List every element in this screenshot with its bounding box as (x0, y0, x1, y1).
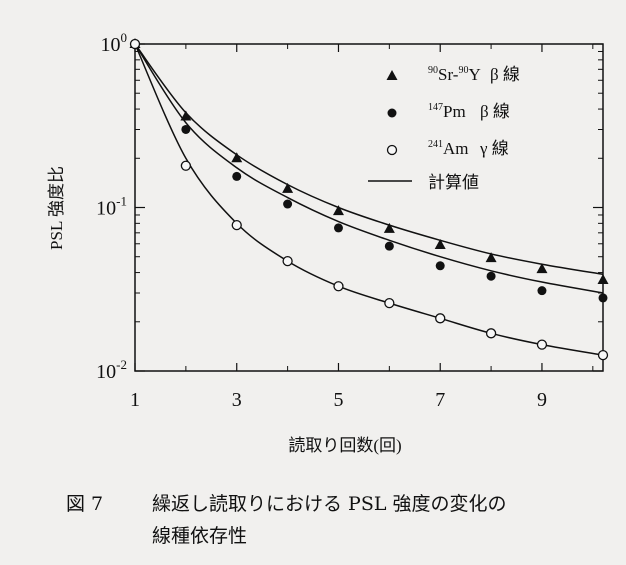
series-2-point-5 (384, 298, 395, 309)
series-2-point-6 (435, 313, 446, 324)
series-2-point-4 (333, 281, 344, 292)
series-0-point-2 (231, 152, 243, 163)
legend-label-part: 90 (458, 65, 468, 76)
series-2-fit-line (134, 43, 604, 356)
legend-label-part: 241 (428, 139, 443, 150)
series-2-point-9 (597, 350, 609, 361)
x-tick-label-1: 1 (130, 389, 140, 411)
series-0-point-6 (434, 238, 446, 249)
legend-marker-1 (387, 108, 397, 118)
y-tick-label: 10-2 (96, 357, 127, 383)
y-axis-label: PSL 強度比 (47, 166, 66, 250)
series-0-point-4 (332, 205, 344, 216)
series-2-point-1 (180, 160, 192, 171)
series-1-point-1 (181, 124, 191, 134)
series-0-point-8 (536, 263, 548, 274)
figure-number: 図 7 (66, 493, 104, 515)
series-1-fit-line (134, 43, 604, 294)
caption-line-1: 繰返し読取りにおける PSL 強度の変化の (152, 493, 507, 515)
y-tick-label: 100 (101, 30, 128, 56)
legend-marker-0 (386, 70, 398, 80)
legend-label-suffix: β 線 (480, 102, 510, 121)
series-1-point-5 (384, 241, 394, 251)
x-tick-label-5: 5 (333, 389, 343, 411)
caption-line-2: 線種依存性 (152, 525, 248, 547)
legend-label-2: 241Am γ 線 (428, 139, 509, 158)
y-tick-base: 10 (96, 361, 116, 383)
y-tick-exponent: -1 (116, 194, 127, 209)
series-1-point-4 (333, 223, 343, 233)
x-tick-label-7: 7 (435, 389, 445, 411)
legend-label-part: Am (443, 139, 469, 158)
legend-label-suffix: γ 線 (479, 139, 509, 158)
series-0-fit-line (134, 43, 604, 276)
legend-label-part: 147 (428, 102, 443, 113)
plot-frame (134, 43, 604, 372)
legend-label-0: 90Sr-90Y β 線 (428, 65, 520, 84)
legend-label-part: Y (468, 65, 480, 84)
series-0-point-9 (597, 274, 609, 285)
series-0-point-7 (485, 252, 497, 263)
series-0-point-3 (282, 182, 294, 193)
x-axis-label: 読取り回数(回) (288, 436, 401, 455)
series-1-point-6 (435, 261, 445, 271)
x-tick-label-9: 9 (537, 389, 547, 411)
figure-caption: 図 7 繰返し読取りにおける PSL 強度の変化の 線種依存性 (66, 488, 606, 552)
series-2-point-8 (536, 339, 548, 350)
y-tick-base: 10 (96, 198, 116, 220)
legend-line-label: 計算値 (428, 173, 479, 192)
y-tick-exponent: 0 (121, 30, 128, 45)
y-tick-label: 10-1 (96, 194, 127, 220)
series-1-point-2 (232, 171, 242, 181)
legend-label-part: Pm (443, 102, 466, 121)
y-tick-exponent: -2 (116, 357, 127, 372)
series-2-point-2 (231, 219, 242, 231)
y-tick-base: 10 (101, 34, 121, 56)
series-2-point-0 (129, 38, 141, 50)
x-tick-label-3: 3 (232, 389, 242, 411)
legend-marker-2 (386, 144, 398, 156)
series-1-point-8 (537, 286, 547, 296)
data-series (129, 38, 609, 361)
series-1-point-3 (283, 199, 293, 209)
series-1-point-7 (486, 271, 496, 281)
legend-label-1: 147Pm β 線 (428, 102, 510, 121)
series-1-point-9 (598, 293, 608, 303)
series-0-point-1 (180, 110, 192, 121)
series-2-point-7 (485, 328, 497, 339)
legend-label-part: Sr- (438, 65, 459, 84)
series-2-point-3 (282, 255, 293, 267)
legend-label-part: 90 (428, 65, 438, 76)
series-0-point-5 (383, 222, 395, 233)
legend-label-suffix: β 線 (490, 65, 520, 84)
